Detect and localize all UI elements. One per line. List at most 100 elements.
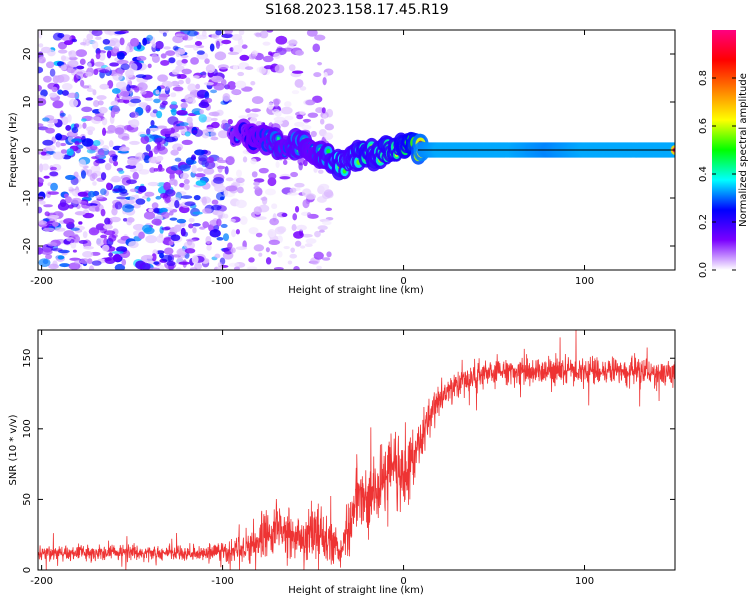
- spectrogram-noise-blob: [295, 224, 307, 231]
- spectrogram-noise-blob: [185, 98, 197, 105]
- spectrogram-noise-blob: [111, 105, 120, 115]
- spectrogram-noise-blob: [52, 32, 63, 41]
- spectrogram-noise-blob: [203, 81, 214, 86]
- spectrogram-noise-blob: [187, 30, 199, 37]
- spectrogram-noise-blob: [60, 55, 67, 61]
- colorbar-tick-label: 0.2: [698, 214, 709, 230]
- spectrogram-noise-blob: [146, 128, 151, 136]
- spectrogram-noise-blob: [107, 124, 116, 132]
- spectrogram-noise-blob: [132, 171, 139, 180]
- spectrogram-noise-blob: [242, 156, 248, 163]
- spectrogram-noise-blob: [273, 266, 284, 270]
- spectrogram-noise-blob: [59, 263, 71, 268]
- spectrogram-noise-blob: [127, 157, 138, 166]
- spectrogram-noise-blob: [95, 223, 106, 231]
- spectrogram-noise-blob: [287, 192, 299, 196]
- spectrogram-y-axis: -20 -10 0 10 20: [22, 48, 675, 254]
- spectrogram-noise-blob: [181, 68, 192, 75]
- spectrogram-noise-blob: [38, 195, 45, 202]
- spectrogram-noise-blob: [82, 231, 88, 239]
- spectrogram-noise-blob: [159, 102, 167, 108]
- spectrogram-noise-blob: [316, 265, 322, 270]
- spectrogram-noise-blob: [95, 238, 105, 247]
- spectrogram-noise-blob: [140, 135, 150, 144]
- spectrogram-noise-blob: [279, 176, 291, 180]
- spectrogram-noise-blob: [124, 205, 135, 209]
- y-tick-label: 10: [22, 96, 33, 109]
- spectrogram-noise-blob: [293, 231, 304, 239]
- spectrogram-noise-blob: [71, 197, 82, 204]
- spectrogram-noise-blob: [237, 71, 245, 77]
- spectrogram-noise-blob: [59, 142, 67, 147]
- spectrogram-noise-blob: [125, 45, 130, 54]
- spectrogram-noise-blob: [282, 47, 294, 52]
- spectrogram-noise-blob: [98, 52, 106, 61]
- spectrogram-noise-blob: [55, 227, 66, 232]
- colorbar-label: Normalized spectral amplitude: [738, 73, 749, 227]
- spectrogram-noise-blob: [212, 176, 225, 184]
- spectrogram-noise-blob: [233, 266, 240, 270]
- spectrogram-noise-blob: [60, 149, 67, 154]
- spectrogram-noise-blob: [194, 173, 206, 178]
- spectrogram-noise-blob: [40, 89, 48, 97]
- spectrogram-noise-blob: [214, 51, 227, 61]
- spectrogram-noise-blob: [47, 123, 55, 128]
- spectrogram-noise-blob: [255, 121, 263, 126]
- spectrogram-noise-blob: [237, 186, 244, 194]
- spectrogram-noise-blob: [267, 177, 277, 187]
- spectrogram-noise-blob: [318, 169, 324, 174]
- spectrogram-noise-blob: [194, 40, 203, 46]
- spectrogram-noise-blob: [57, 255, 65, 260]
- snr-y-label: SNR (10 * v/v): [8, 414, 19, 485]
- spectrogram-noise-blob: [267, 102, 274, 110]
- spectrogram-noise-blob: [205, 235, 212, 245]
- spectrogram-noise-blob: [127, 199, 135, 205]
- colorbar-axis: 0.0 0.2 0.4 0.6 0.8: [698, 70, 736, 278]
- spectrogram-noise-blob: [75, 49, 88, 57]
- spectrogram-noise-blob: [274, 226, 286, 235]
- spectrogram-noise-blob: [133, 86, 140, 93]
- spectrogram-noise-blob: [321, 107, 326, 114]
- spectrogram-noise-blob: [85, 126, 96, 132]
- spectrogram-noise-blob: [115, 246, 128, 253]
- spectrogram-noise-blob: [312, 43, 321, 53]
- spectrogram-noise-blob: [78, 159, 87, 168]
- spectrogram-noise-blob: [253, 178, 265, 183]
- spectrogram-noise-blob: [111, 175, 122, 183]
- spectrogram-noise-blob: [284, 101, 292, 108]
- spectrogram-noise-blob: [201, 30, 207, 37]
- spectrogram-noise-blob: [156, 167, 165, 172]
- spectrogram-noise-blob: [231, 229, 237, 238]
- spectrogram-noise-blob: [81, 138, 94, 147]
- spectrogram-noise-blob: [88, 265, 95, 270]
- spectrogram-noise-blob: [216, 159, 228, 164]
- spectrogram-noise-blob: [155, 195, 162, 200]
- spectrogram-noise-blob: [295, 50, 304, 56]
- spectrogram-noise-blob: [324, 123, 335, 131]
- spectrogram-noise-blob: [238, 30, 245, 36]
- spectrogram-noise-blob: [294, 205, 300, 213]
- spectrogram-noise-blob: [251, 171, 258, 178]
- spectrogram-noise-blob: [171, 108, 177, 116]
- spectrogram-noise-blob: [104, 217, 111, 226]
- spectrogram-noise-blob: [216, 236, 224, 241]
- spectrogram-noise-blob: [45, 127, 55, 134]
- spectrogram-noise-blob: [38, 206, 43, 214]
- y-tick-label: 150: [22, 349, 33, 368]
- spectrogram-noise-blob: [202, 221, 210, 229]
- spectrogram-noise-blob: [42, 227, 55, 232]
- spectrogram-noise-blob: [299, 110, 306, 115]
- spectrogram-noise-blob: [43, 175, 50, 179]
- spectrogram-noise-blob: [310, 130, 317, 138]
- spectrogram-noise-blob: [77, 191, 89, 197]
- spectrogram-noise-blob: [116, 59, 129, 65]
- spectrogram-noise-blob: [195, 83, 201, 90]
- spectrogram-noise-blob: [176, 248, 187, 257]
- spectrogram-noise-blob: [314, 230, 321, 238]
- spectrogram-noise-blob: [70, 241, 77, 249]
- spectrogram-noise-blob: [117, 132, 130, 140]
- spectrogram-noise-blob: [241, 86, 253, 92]
- spectrogram-noise-blob: [157, 146, 168, 155]
- spectrogram-noise-blob: [185, 77, 191, 85]
- spectrogram-noise-blob: [165, 50, 176, 57]
